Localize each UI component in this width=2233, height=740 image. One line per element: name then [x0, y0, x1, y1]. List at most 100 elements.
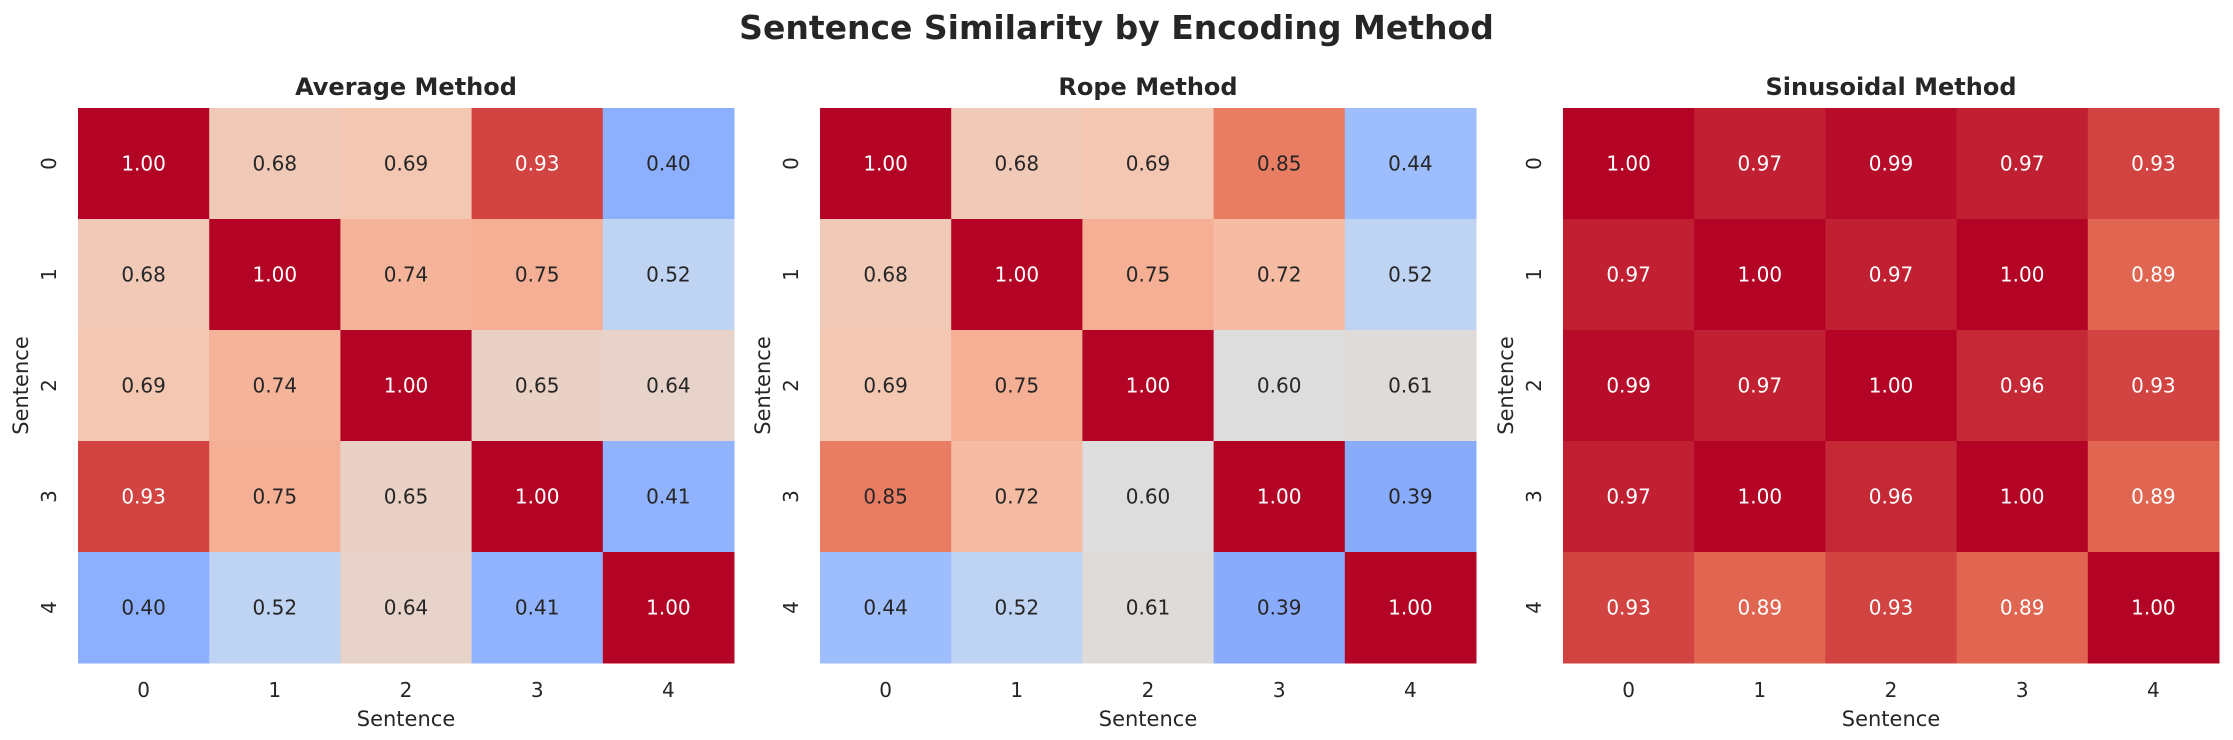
cell-value-label: 0.97	[2000, 152, 2045, 176]
cell-value-label: 0.97	[1738, 374, 1783, 398]
heatmap-cell	[1694, 441, 1826, 553]
cell-value-label: 1.00	[253, 263, 298, 287]
heatmap-cell	[1563, 441, 1695, 553]
heatmap-cell	[340, 552, 473, 664]
cell-value-label: 1.00	[1257, 485, 1302, 509]
cell-value-label: 0.93	[1606, 596, 1651, 620]
cell-value-label: 0.60	[1257, 374, 1302, 398]
x-axis-label: Sentence	[1842, 707, 1941, 731]
heatmap-cell	[951, 552, 1083, 664]
cell-value-label: 0.52	[646, 263, 691, 287]
x-tick-label: 3	[2016, 678, 2029, 702]
heatmap-cell	[1956, 441, 2089, 553]
heatmap-cell	[1344, 330, 1477, 442]
cell-value-label: 0.85	[863, 485, 908, 509]
cell-value-label: 0.96	[1869, 485, 1914, 509]
y-axis-label: Sentence	[751, 336, 775, 435]
cell-value-label: 0.75	[995, 374, 1040, 398]
cell-value-label: 0.93	[1869, 596, 1914, 620]
cell-value-label: 0.74	[384, 263, 429, 287]
heatmap-cell	[78, 552, 210, 664]
cell-value-label: 0.40	[646, 152, 691, 176]
heatmap-cell	[1825, 108, 1958, 220]
y-tick-label: 4	[779, 601, 803, 614]
x-tick-label: 0	[1622, 678, 1635, 702]
y-tick-label: 1	[779, 268, 803, 281]
panel-title: Sinusoidal Method	[1765, 73, 2016, 101]
heatmap-cell	[1563, 108, 1695, 220]
x-tick-label: 0	[879, 678, 892, 702]
cell-value-label: 0.69	[121, 374, 166, 398]
cell-value-label: 0.64	[646, 374, 691, 398]
heatmap-cell	[1825, 552, 1958, 664]
cell-value-label: 0.99	[1606, 374, 1651, 398]
cell-value-label: 0.61	[1388, 374, 1433, 398]
cell-value-label: 0.89	[2131, 263, 2176, 287]
cell-value-label: 0.68	[863, 263, 908, 287]
heatmap-cell	[1563, 330, 1695, 442]
heatmap-cell	[78, 330, 210, 442]
heatmap-cell	[1825, 441, 1958, 553]
heatmap-cell	[209, 219, 341, 331]
cell-value-label: 0.39	[1257, 596, 1302, 620]
cell-value-label: 0.69	[863, 374, 908, 398]
cell-value-label: 0.39	[1388, 485, 1433, 509]
cell-value-label: 0.60	[1126, 485, 1171, 509]
cell-value-label: 1.00	[995, 263, 1040, 287]
cell-value-label: 0.89	[1738, 596, 1783, 620]
y-tick-label: 1	[1522, 268, 1546, 281]
cell-value-label: 0.69	[384, 152, 429, 176]
heatmap-cell	[1344, 441, 1477, 553]
heatmap-cell	[820, 330, 952, 442]
y-axis-label: Sentence	[1494, 336, 1518, 435]
heatmap-cell	[1344, 219, 1477, 331]
y-tick-label: 4	[37, 601, 61, 614]
heatmap-cell	[78, 219, 210, 331]
heatmap-cell	[471, 552, 604, 664]
cell-value-label: 0.99	[1869, 152, 1914, 176]
panel-title: Average Method	[295, 73, 517, 101]
x-tick-label: 4	[1404, 678, 1417, 702]
heatmap-cell	[340, 108, 473, 220]
heatmap-cell	[1956, 552, 2089, 664]
cell-value-label: 1.00	[384, 374, 429, 398]
cell-value-label: 0.89	[2000, 596, 2045, 620]
heatmap-cell	[340, 441, 473, 553]
cell-value-label: 0.44	[863, 596, 908, 620]
cell-value-label: 0.68	[121, 263, 166, 287]
cell-value-label: 1.00	[515, 485, 560, 509]
heatmap-cell	[2087, 552, 2220, 664]
y-tick-label: 3	[1522, 490, 1546, 503]
heatmap-cell	[1563, 219, 1695, 331]
heatmap-cell	[1213, 219, 1346, 331]
heatmap-cell	[1082, 441, 1215, 553]
cell-value-label: 1.00	[1869, 374, 1914, 398]
x-tick-label: 2	[1885, 678, 1898, 702]
cell-value-label: 1.00	[2000, 485, 2045, 509]
cell-value-label: 0.97	[1869, 263, 1914, 287]
cell-value-label: 0.97	[1606, 485, 1651, 509]
heatmap-cell	[1694, 108, 1826, 220]
y-tick-label: 0	[37, 157, 61, 170]
heatmap-cell	[1694, 219, 1826, 331]
x-tick-label: 3	[531, 678, 544, 702]
cell-value-label: 1.00	[646, 596, 691, 620]
y-tick-label: 1	[37, 268, 61, 281]
cell-value-label: 0.64	[384, 596, 429, 620]
cell-value-label: 1.00	[1606, 152, 1651, 176]
heatmap-cell	[2087, 330, 2220, 442]
x-tick-label: 0	[137, 678, 150, 702]
cell-value-label: 1.00	[1738, 485, 1783, 509]
heatmap-cell	[820, 552, 952, 664]
cell-value-label: 1.00	[2131, 596, 2176, 620]
cell-value-label: 0.93	[2131, 152, 2176, 176]
heatmap-cell	[1082, 552, 1215, 664]
cell-value-label: 0.89	[2131, 485, 2176, 509]
x-tick-label: 2	[400, 678, 413, 702]
cell-value-label: 1.00	[863, 152, 908, 176]
x-tick-label: 1	[268, 678, 281, 702]
y-tick-label: 0	[1522, 157, 1546, 170]
heatmap-cell	[471, 441, 604, 553]
heatmap-cell	[1082, 219, 1215, 331]
